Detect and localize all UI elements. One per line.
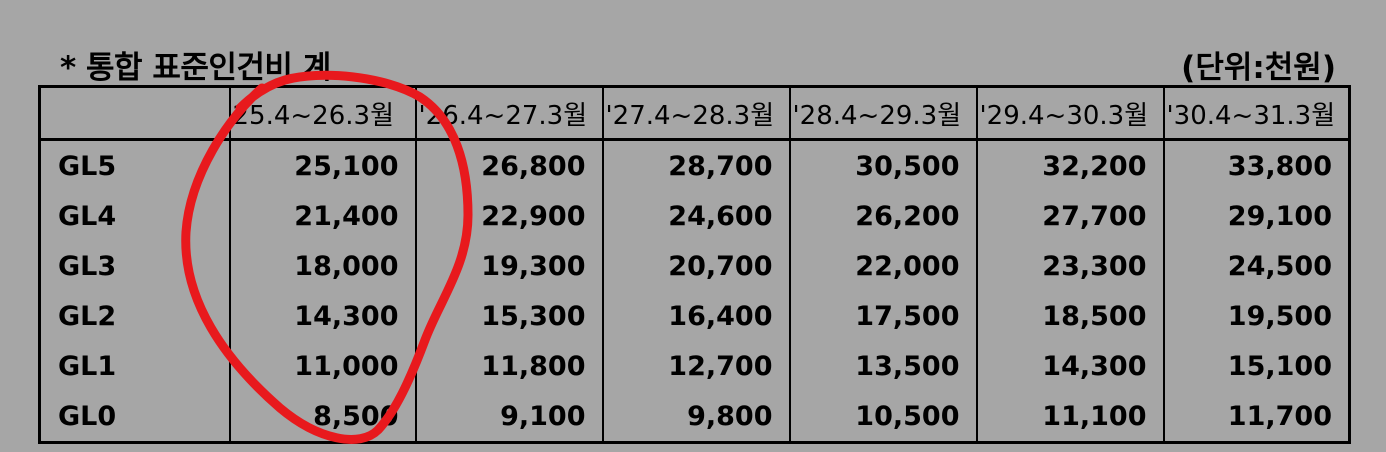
- table-row: GL5 25,100 26,800 28,700 30,500 32,200 3…: [38, 139, 1351, 191]
- grade-label: GL0: [38, 391, 231, 444]
- value-cell: 23,300: [975, 241, 1165, 291]
- value-cell: 33,800: [1162, 139, 1351, 191]
- value-cell: 24,500: [1162, 241, 1351, 291]
- value-cell: 11,000: [228, 341, 417, 391]
- value-cell: 18,000: [228, 241, 417, 291]
- header-cell-corner: [38, 85, 231, 141]
- value-cell: 10,500: [788, 391, 978, 444]
- value-cell: 11,700: [1162, 391, 1351, 444]
- grade-label: GL1: [38, 341, 231, 391]
- salary-table: 25.4~26.3월 '26.4~27.3월 '27.4~28.3월 '28.4…: [38, 85, 1351, 444]
- value-cell: 19,500: [1162, 291, 1351, 341]
- value-cell: 14,300: [975, 341, 1165, 391]
- value-cell: 15,100: [1162, 341, 1351, 391]
- table-title: * 통합 표준인건비 계: [60, 50, 331, 86]
- value-cell: 26,200: [788, 191, 978, 241]
- grade-label: GL3: [38, 241, 231, 291]
- value-cell: 9,100: [414, 391, 604, 444]
- value-cell: 30,500: [788, 139, 978, 191]
- value-cell: 13,500: [788, 341, 978, 391]
- header-cell-period: '29.4~30.3월: [975, 85, 1165, 141]
- value-cell: 32,200: [975, 139, 1165, 191]
- table-row: GL3 18,000 19,300 20,700 22,000 23,300 2…: [38, 241, 1351, 291]
- value-cell: 26,800: [414, 139, 604, 191]
- grade-label: GL5: [38, 139, 231, 191]
- value-cell: 14,300: [228, 291, 417, 341]
- value-cell: 27,700: [975, 191, 1165, 241]
- value-cell: 24,600: [601, 191, 791, 241]
- value-cell: 8,500: [228, 391, 417, 444]
- header-cell-period: 25.4~26.3월: [228, 85, 417, 141]
- table-row: GL4 21,400 22,900 24,600 26,200 27,700 2…: [38, 191, 1351, 241]
- header-cell-period: '30.4~31.3월: [1162, 85, 1351, 141]
- value-cell: 21,400: [228, 191, 417, 241]
- table-row: GL1 11,000 11,800 12,700 13,500 14,300 1…: [38, 341, 1351, 391]
- value-cell: 28,700: [601, 139, 791, 191]
- value-cell: 9,800: [601, 391, 791, 444]
- table-row: GL2 14,300 15,300 16,400 17,500 18,500 1…: [38, 291, 1351, 341]
- grade-label: GL2: [38, 291, 231, 341]
- value-cell: 12,700: [601, 341, 791, 391]
- header-cell-period: '26.4~27.3월: [414, 85, 604, 141]
- value-cell: 22,900: [414, 191, 604, 241]
- value-cell: 25,100: [228, 139, 417, 191]
- grade-label: GL4: [38, 191, 231, 241]
- value-cell: 11,800: [414, 341, 604, 391]
- header-cell-period: '28.4~29.3월: [788, 85, 978, 141]
- table-row: GL0 8,500 9,100 9,800 10,500 11,100 11,7…: [38, 391, 1351, 444]
- value-cell: 16,400: [601, 291, 791, 341]
- value-cell: 22,000: [788, 241, 978, 291]
- value-cell: 11,100: [975, 391, 1165, 444]
- header-cell-period: '27.4~28.3월: [601, 85, 791, 141]
- value-cell: 15,300: [414, 291, 604, 341]
- value-cell: 19,300: [414, 241, 604, 291]
- header-row: 25.4~26.3월 '26.4~27.3월 '27.4~28.3월 '28.4…: [38, 85, 1351, 141]
- unit-label: (단위:천원): [1181, 50, 1336, 86]
- value-cell: 29,100: [1162, 191, 1351, 241]
- value-cell: 18,500: [975, 291, 1165, 341]
- value-cell: 20,700: [601, 241, 791, 291]
- value-cell: 17,500: [788, 291, 978, 341]
